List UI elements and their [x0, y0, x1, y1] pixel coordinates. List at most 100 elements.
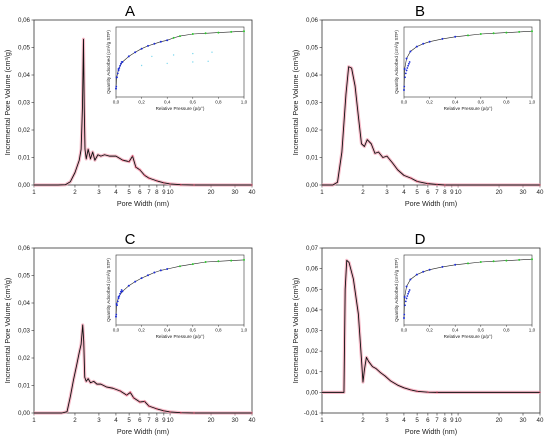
x-tick-label: 6 [426, 189, 430, 196]
x-tick-label: 4 [114, 417, 118, 424]
inset-data-point [119, 64, 121, 67]
inset-data-point [166, 39, 169, 42]
series-envelope [34, 323, 252, 415]
inset-data-point [147, 44, 149, 47]
x-tick-label: 2 [361, 417, 365, 424]
y-tick-label: 0,07 [306, 245, 319, 252]
y-tick-label: 0,06 [306, 266, 319, 273]
panel-a: A 1 2 3 4 5 6 7 8 9 10 20 30 40 0,00 0,01 0,02 0,03 0,04 0,… [3, 3, 256, 208]
data-point [436, 391, 438, 394]
data-point [180, 412, 182, 414]
inset-data-point [467, 34, 469, 37]
inset-x-tick-label: 0,6 [190, 100, 197, 105]
inset-data-point [115, 87, 117, 90]
data-point [156, 408, 158, 410]
x-tick-label: 20 [208, 189, 215, 196]
data-point [129, 391, 131, 394]
x-tick-label: 2 [73, 417, 77, 424]
inset-x-axis-label: Relative Pressure (p/p°) [444, 106, 493, 111]
inset-cyan-point [140, 64, 143, 67]
data-point [416, 180, 418, 183]
inset-x-tick-label: 0,4 [164, 100, 171, 105]
inset-data-point [120, 61, 123, 63]
inset-cyan-point [151, 55, 153, 58]
inset-data-point [403, 89, 405, 91]
x-tick-label: 3 [385, 417, 389, 424]
x-tick-label: 1 [32, 417, 36, 424]
inset-data-point [217, 260, 220, 263]
inset-x-axis-label: Relative Pressure (p/p°) [156, 334, 205, 339]
inset-data-point [230, 259, 233, 262]
inset-data-point [405, 285, 408, 288]
inset-x-tick-label: 0,6 [478, 100, 485, 105]
y-tick-label: 0,04 [18, 72, 31, 79]
inset-x-tick-label: 0,4 [164, 328, 171, 333]
data-point [135, 166, 137, 168]
x-tick-label: 30 [520, 417, 527, 424]
x-tick-label: 9 [450, 189, 454, 196]
data-point [119, 390, 121, 392]
x-tick-label: 8 [155, 417, 159, 424]
y-tick-label: 0,05 [306, 286, 319, 293]
inset-data-point [179, 35, 181, 38]
y-tick-label: 0,05 [18, 45, 31, 52]
x-tick-label: 30 [232, 189, 239, 196]
x-tick-label: 5 [415, 417, 419, 424]
data-point [125, 394, 128, 396]
inset-data-point [407, 290, 410, 293]
x-tick-label: 10 [455, 189, 462, 196]
x-tick-label: 6 [426, 417, 430, 424]
x-tick-label: 10 [167, 417, 174, 424]
x-tick-label: 4 [402, 417, 406, 424]
inset-data-point [120, 289, 123, 291]
y-tick-label: 0,00 [306, 389, 319, 396]
inset-data-point [404, 304, 406, 307]
y-tick-label: 0,06 [18, 245, 31, 252]
y-tick-label: 0,00 [306, 182, 319, 189]
inset-data-point [140, 47, 143, 50]
y-tick-label: 0,01 [18, 155, 31, 162]
inset-x-tick-label: 0,6 [478, 328, 485, 333]
inset-data-point [409, 278, 412, 281]
inset-data-point [422, 270, 425, 273]
inset-x-tick-label: 0,2 [138, 100, 145, 105]
inset-data-point [405, 69, 408, 72]
inset-x-axis-label: Relative Pressure (p/p°) [156, 106, 205, 111]
inset-data-point [153, 42, 156, 45]
y-tick-label: 0,05 [18, 273, 31, 280]
inset-data-point [408, 61, 411, 63]
inset-data-point [115, 313, 118, 316]
inset-data-point [230, 30, 233, 33]
inset-data-point [134, 51, 137, 54]
x-tick-label: 8 [155, 189, 159, 196]
inset-data-point [119, 62, 122, 65]
inset-cyan-point [207, 60, 209, 62]
inset-x-tick-label: 0,8 [215, 328, 222, 333]
inset: 0,0 0,2 0,4 0,6 0,8 1,0 Relative Pressure (p/p… [394, 26, 536, 111]
inset-data-point [405, 297, 408, 300]
data-point [193, 184, 195, 186]
y-tick-label: 0,04 [18, 300, 31, 307]
panel-letter: D [415, 231, 426, 248]
x-tick-label: 20 [208, 417, 215, 424]
inset-data-point [119, 290, 122, 293]
inset-data-point [117, 297, 120, 300]
inset-data-point [115, 85, 118, 88]
inset-data-point [479, 33, 482, 35]
y-tick-label: -0,01 [304, 410, 319, 417]
y-tick-label: 0,04 [306, 72, 319, 79]
inset-data-point [217, 31, 220, 34]
data-point [539, 391, 541, 394]
inset-y-axis-label: Quantity Adsorbed (cm³/g STP) [106, 258, 111, 322]
y-tick-label: 0,05 [306, 45, 319, 52]
inset-y-axis-label: Quantity Adsorbed (cm³/g STP) [394, 30, 399, 94]
y-tick-label: 0,02 [18, 127, 31, 134]
x-tick-label: 7 [435, 189, 439, 196]
inset-data-point [116, 72, 119, 75]
x-tick-label: 1 [320, 417, 324, 424]
x-tick-label: 5 [127, 189, 131, 196]
inset-data-point [409, 50, 412, 53]
data-point [122, 159, 124, 161]
inset-data-point [518, 258, 521, 261]
inset-cyan-point [211, 51, 213, 53]
